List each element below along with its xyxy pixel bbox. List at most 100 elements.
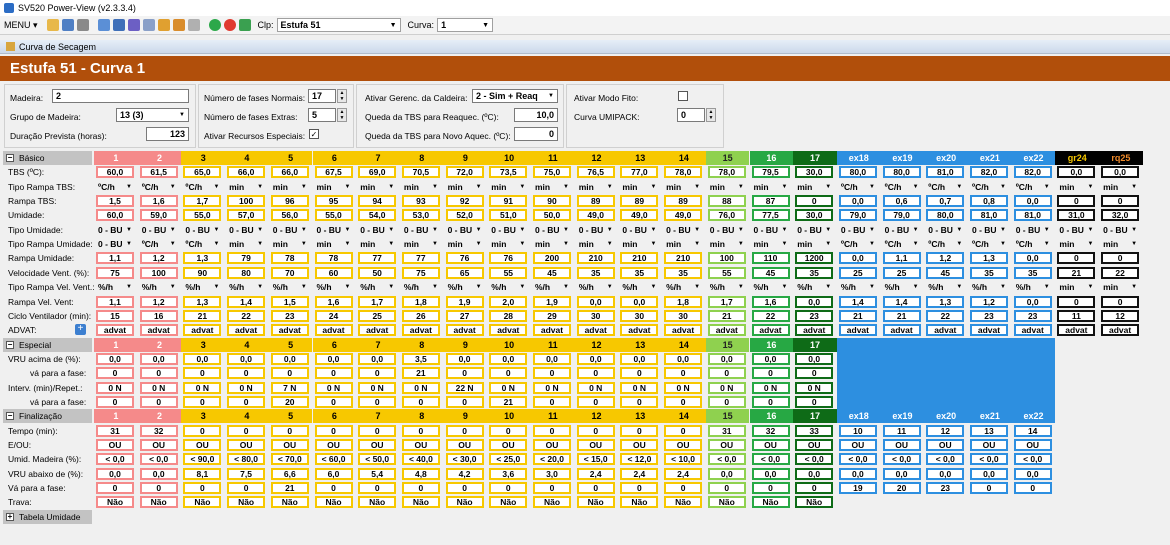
cell-input[interactable]: 25 [358, 309, 397, 322]
cell-input[interactable]: 35 [970, 266, 1008, 279]
cell-input[interactable]: 0 N [795, 381, 834, 394]
cell-input[interactable]: OU [970, 439, 1008, 451]
cell-input[interactable]: 32,0 [1101, 209, 1140, 222]
cell-select[interactable]: %/h ▼ [270, 281, 309, 294]
cell-input[interactable]: 30,0 [795, 209, 834, 222]
cell-select[interactable]: min ▼ [751, 238, 790, 251]
cell-input[interactable]: 45 [533, 266, 571, 279]
cell-input[interactable]: 1,4 [227, 295, 266, 308]
cell-input[interactable]: 0,0 [96, 352, 134, 365]
cell-input[interactable]: advat [445, 324, 484, 337]
cell-select[interactable]: min ▼ [314, 180, 353, 193]
cell-input[interactable]: 0 [1101, 295, 1140, 308]
cell-input[interactable]: 0 [664, 367, 703, 380]
save-icon[interactable] [61, 19, 74, 31]
cell-input[interactable]: Não [707, 496, 746, 509]
clp-select[interactable]: Estufa 51 ▼ [276, 18, 401, 32]
cell-input[interactable]: advat [838, 324, 877, 337]
cell-input[interactable]: < 15,0 [576, 453, 615, 466]
cell-input[interactable]: 0 [533, 424, 571, 437]
cell-input[interactable]: 3,0 [533, 467, 571, 480]
cell-input[interactable]: 87 [751, 195, 790, 208]
cell-input[interactable]: 0 [533, 367, 571, 380]
cell-input[interactable]: 0,0 [664, 352, 703, 365]
cell-input[interactable]: advat [970, 324, 1008, 337]
cell-input[interactable]: 45 [926, 266, 965, 279]
cell-input[interactable]: 0,0 [751, 352, 790, 365]
cell-input[interactable]: 51,0 [489, 209, 528, 222]
cell-input[interactable]: 31 [707, 424, 746, 437]
cell-select[interactable]: 0 - BU ▼ [358, 223, 397, 236]
cell-select[interactable]: min ▼ [227, 180, 266, 193]
umipack-input[interactable]: 0 [677, 108, 705, 122]
cell-input[interactable]: 0,0 [795, 352, 834, 365]
cell-input[interactable]: 2,4 [576, 467, 615, 480]
menu-button[interactable]: MENU ▾ [4, 19, 38, 30]
cell-input[interactable]: 1,1 [882, 252, 921, 265]
cell-input[interactable]: 0 [358, 395, 397, 408]
cell-input[interactable]: 89 [620, 195, 659, 208]
cell-input[interactable]: 1200 [795, 252, 834, 265]
cell-input[interactable]: 7,5 [227, 467, 266, 480]
cell-input[interactable]: 52,0 [445, 209, 484, 222]
cell-input[interactable]: advat [314, 324, 353, 337]
cell-input[interactable]: 1,2 [926, 252, 965, 265]
cell-select[interactable]: 0 - BU ▼ [926, 223, 965, 236]
cell-input[interactable]: 30 [664, 309, 703, 322]
cell-input[interactable]: 0,0 [1013, 295, 1052, 308]
cell-input[interactable]: OU [445, 439, 484, 451]
cell-input[interactable]: 15 [96, 309, 134, 322]
cell-input[interactable]: 0 [576, 395, 615, 408]
cell-input[interactable]: 1,1 [96, 295, 134, 308]
cell-input[interactable]: Não [795, 496, 834, 509]
cell-input[interactable]: 70 [270, 266, 309, 279]
cell-input[interactable]: 0,0 [183, 352, 222, 365]
cell-input[interactable]: advat [227, 324, 266, 337]
cell-input[interactable]: 0 [620, 482, 659, 495]
cell-input[interactable]: 0 N [533, 381, 571, 394]
cell-input[interactable]: 23 [1013, 309, 1052, 322]
cell-input[interactable]: 0 N [227, 381, 266, 394]
cell-input[interactable]: 60,0 [96, 209, 134, 222]
cell-select[interactable]: min ▼ [1057, 281, 1096, 294]
cell-input[interactable]: 0 [445, 482, 484, 495]
cell-input[interactable]: 0 [576, 367, 615, 380]
cell-input[interactable]: 0,0 [96, 467, 134, 480]
cell-select[interactable]: min ▼ [270, 180, 309, 193]
cell-select[interactable]: ºC/h ▼ [838, 238, 877, 251]
cell-input[interactable]: 0,0 [1057, 166, 1096, 179]
cell-input[interactable]: 0,0 [707, 467, 746, 480]
cell-select[interactable]: min ▼ [707, 180, 746, 193]
cell-select[interactable]: min ▼ [401, 180, 440, 193]
cell-select[interactable]: %/h ▼ [401, 281, 440, 294]
cell-input[interactable]: OU [489, 439, 528, 451]
cell-input[interactable]: < 80,0 [227, 453, 266, 466]
cell-select[interactable]: ºC/h ▼ [882, 180, 921, 193]
cell-select[interactable]: min ▼ [707, 238, 746, 251]
cell-input[interactable]: 12 [1101, 309, 1140, 322]
cell-input[interactable]: 45 [751, 266, 790, 279]
cell-input[interactable]: advat [401, 324, 440, 337]
cell-input[interactable]: 79,0 [882, 209, 921, 222]
cell-input[interactable]: 0,0 [707, 352, 746, 365]
cell-input[interactable]: 0 [620, 395, 659, 408]
settings-icon[interactable] [187, 19, 200, 31]
cell-input[interactable]: advat [96, 324, 134, 337]
cell-select[interactable]: min ▼ [1057, 238, 1096, 251]
cell-input[interactable]: 3,6 [489, 467, 528, 480]
cell-input[interactable]: 14 [1013, 424, 1052, 437]
cell-input[interactable]: 0,6 [882, 195, 921, 208]
cell-input[interactable]: 0 [576, 424, 615, 437]
cell-input[interactable]: 91 [489, 195, 528, 208]
cell-select[interactable]: min ▼ [795, 180, 834, 193]
cell-select[interactable]: 0 - BU ▼ [1057, 223, 1096, 236]
start-icon[interactable] [208, 19, 221, 31]
cell-input[interactable]: 21 [838, 309, 877, 322]
cell-input[interactable]: Não [314, 496, 353, 509]
cell-input[interactable]: 49,0 [664, 209, 703, 222]
cell-input[interactable]: 95 [314, 195, 353, 208]
cell-input[interactable]: < 50,0 [358, 453, 397, 466]
cell-input[interactable]: 59,0 [139, 209, 178, 222]
cell-input[interactable]: advat [1013, 324, 1052, 337]
cell-input[interactable]: 76,5 [576, 166, 615, 179]
